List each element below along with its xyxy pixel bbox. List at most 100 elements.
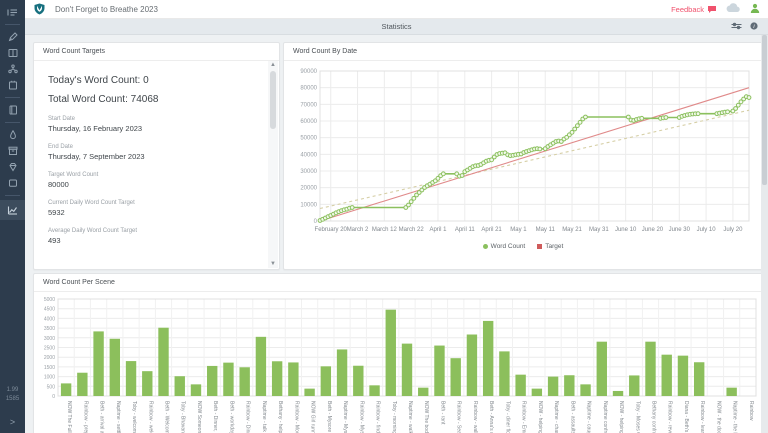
statistics-chart-icon[interactable] xyxy=(0,200,25,220)
goals-gem-icon[interactable] xyxy=(0,159,25,175)
content-area: Word Count Targets Today's Word Count: 0… xyxy=(25,34,768,433)
svg-text:3000: 3000 xyxy=(44,336,55,342)
svg-text:Naptime - Mysore: Naptime - Mysore xyxy=(342,401,348,433)
svg-text:Beth - assaults M: Beth - assaults M xyxy=(569,401,575,433)
user-account-icon[interactable] xyxy=(750,0,760,18)
todays-word-count: Today's Word Count: 0 xyxy=(48,75,149,86)
sidebar-collapse-chevron-icon[interactable]: > xyxy=(9,417,16,427)
word-count-per-scene-panel: Word Count Per Scene 0 500 1000 1500 2000 250… xyxy=(33,273,763,433)
scene-bar xyxy=(77,372,88,396)
word-count-per-scene-chart: 0 500 1000 1500 2000 2500 3000 3500 4000 4500 5000… xyxy=(44,297,757,433)
read-book-icon[interactable] xyxy=(0,45,25,61)
chapters-book-icon[interactable] xyxy=(0,102,25,118)
targets-scrollbar[interactable]: ▲ ▼ xyxy=(268,61,278,268)
feedback-button[interactable]: Feedback xyxy=(671,5,717,14)
scroll-up-icon[interactable]: ▲ xyxy=(270,62,276,68)
archive-box-icon[interactable] xyxy=(0,143,25,159)
svg-text:5000: 5000 xyxy=(44,297,55,303)
svg-text:Rainbow - revela: Rainbow - revela xyxy=(667,401,673,433)
svg-text:4500: 4500 xyxy=(44,307,55,313)
scene-bar xyxy=(450,358,461,396)
svg-text:July 20: July 20 xyxy=(723,227,743,233)
scene-bar xyxy=(401,343,413,396)
svg-text:Rainbow - welcom: Rainbow - welcom xyxy=(147,401,153,433)
sidebar-footer-count: 1585 xyxy=(5,396,20,402)
field-label: Target Word Count xyxy=(48,172,99,178)
statistics-header-bar: Statistics i xyxy=(25,18,768,35)
scene-bar xyxy=(434,345,445,396)
top-bar: Don't Forget to Breathe 2023 Feedback xyxy=(25,0,768,19)
svg-text:June 30: June 30 xyxy=(669,227,691,233)
svg-text:NOW - the door: NOW - the door xyxy=(715,401,721,433)
svg-text:Rainbow - Mysore: Rainbow - Mysore xyxy=(358,401,364,433)
svg-text:Rainbow - learns: Rainbow - learns xyxy=(699,401,705,433)
info-icon[interactable]: i xyxy=(750,17,758,35)
legend-square-red xyxy=(537,244,543,249)
svg-text:NOW - helping t: NOW - helping t xyxy=(618,401,624,433)
scrollbar-thumb[interactable] xyxy=(270,71,276,129)
scene-bar xyxy=(547,376,559,396)
scene-bar xyxy=(466,334,478,396)
target-word-count-value: 80000 xyxy=(48,180,69,189)
svg-text:Beth - Welcome d: Beth - Welcome d xyxy=(164,401,170,433)
svg-text:Rainbow - Search: Rainbow - Search xyxy=(456,401,462,433)
scene-bar xyxy=(369,385,380,396)
page-scrollbar[interactable] xyxy=(761,34,768,433)
svg-text:Toby - diner floor: Toby - diner floor xyxy=(504,401,510,433)
svg-text:Naptime - the bo: Naptime - the bo xyxy=(732,401,738,433)
svg-text:1500: 1500 xyxy=(44,365,55,371)
scene-bar xyxy=(596,341,607,396)
svg-text:Rainbow - Moved: Rainbow - Moved xyxy=(293,401,299,433)
scroll-down-icon[interactable]: ▼ xyxy=(270,261,276,267)
sidebar-divider xyxy=(5,24,20,25)
end-date-value: Thursday, 7 September 2023 xyxy=(48,152,145,161)
scene-bar xyxy=(693,362,705,396)
app-logo-shield-icon[interactable] xyxy=(34,3,45,15)
planning-board-icon[interactable] xyxy=(0,77,25,93)
svg-text:April 1: April 1 xyxy=(429,227,447,233)
field-label: Current Daily Word Count Target xyxy=(48,200,135,206)
targets-body: Today's Word Count: 0 Total Word Count: … xyxy=(34,61,279,268)
svg-text:NOW - helping h: NOW - helping h xyxy=(537,401,543,433)
svg-text:Bethany - helps h: Bethany - helps h xyxy=(277,401,283,433)
sidebar-divider xyxy=(5,97,20,98)
panel-title: Word Count Targets xyxy=(34,43,279,61)
scene-bar xyxy=(564,375,575,396)
panel-title: Word Count By Date xyxy=(284,43,762,61)
ink-drop-icon[interactable] xyxy=(0,127,25,143)
characters-icon[interactable] xyxy=(0,61,25,77)
start-date-value: Thursday, 16 February 2023 xyxy=(48,124,143,133)
svg-text:June 10: June 10 xyxy=(615,227,637,233)
svg-text:Beth - Mysore: Beth - Mysore xyxy=(326,401,332,432)
filter-sliders-icon[interactable] xyxy=(731,17,742,35)
outline-list-icon[interactable] xyxy=(0,4,25,20)
project-title: Don't Forget to Breathe 2023 xyxy=(55,4,158,14)
svg-text:2500: 2500 xyxy=(44,346,55,352)
scene-bar xyxy=(336,349,348,396)
cloud-sync-icon[interactable] xyxy=(726,0,741,18)
legend-target: Target xyxy=(537,243,563,250)
svg-text:NOW The Full Me: NOW The Full Me xyxy=(66,401,72,433)
write-pen-icon[interactable] xyxy=(0,29,25,45)
svg-text:May 31: May 31 xyxy=(589,227,609,233)
page-title: Statistics xyxy=(381,21,412,31)
svg-text:90000: 90000 xyxy=(300,69,317,75)
svg-text:2000: 2000 xyxy=(44,355,55,361)
svg-text:Rainbow - Emma: Rainbow - Emma xyxy=(521,401,527,433)
svg-text:Diana - Beth's Fa: Diana - Beth's Fa xyxy=(683,401,689,433)
field-label: Start Date xyxy=(48,116,76,122)
scene-bar xyxy=(418,387,429,396)
svg-text:Naptime - caught: Naptime - caught xyxy=(586,401,592,433)
scene-bar xyxy=(288,362,299,396)
svg-text:July 10: July 10 xyxy=(697,227,717,233)
scene-bar xyxy=(239,367,250,396)
page-scrollbar-thumb[interactable] xyxy=(762,35,767,185)
scene-bar xyxy=(353,365,364,396)
svg-text:Bethany confron: Bethany confron xyxy=(650,401,656,433)
scene-bar xyxy=(60,383,72,396)
svg-text:Toby - welcomed: Toby - welcomed xyxy=(131,401,137,433)
svg-text:i: i xyxy=(753,24,755,30)
svg-text:40000: 40000 xyxy=(300,152,317,158)
feedback-label: Feedback xyxy=(671,4,704,14)
note-card-icon[interactable] xyxy=(0,175,25,191)
